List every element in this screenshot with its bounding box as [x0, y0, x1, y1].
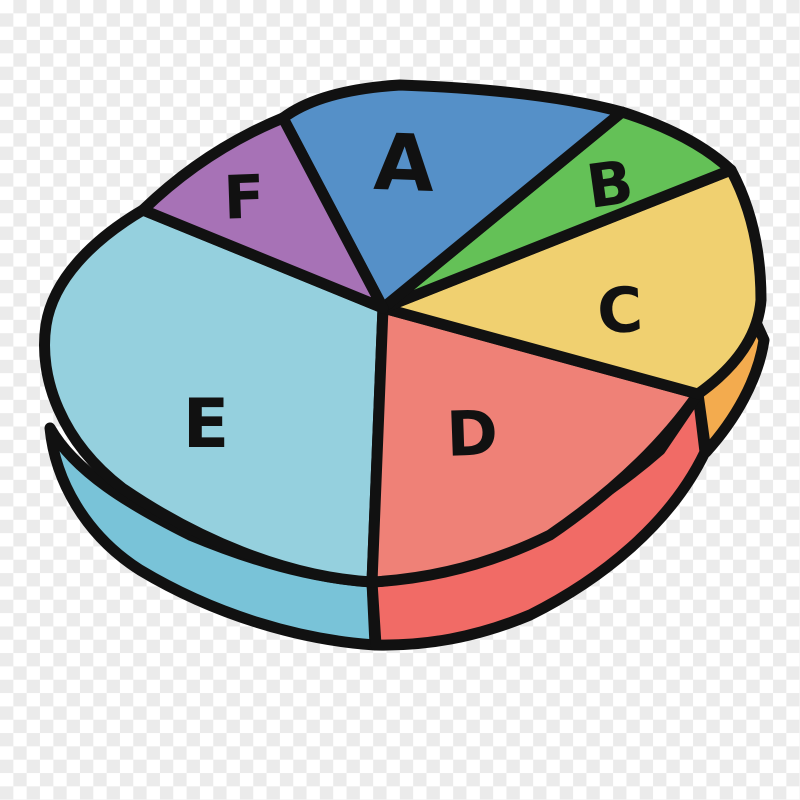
segment-a-label: A	[372, 118, 435, 210]
segment-d-label: D	[445, 396, 499, 471]
segment-b-label: B	[582, 147, 637, 223]
segment-c-wedge	[377, 164, 767, 400]
segment-a-wedge	[277, 79, 628, 314]
segment-f-wedge	[137, 112, 389, 314]
segment-f-label: F	[222, 162, 265, 233]
segment-c-label: C	[595, 273, 644, 348]
segment-b-wedge	[377, 106, 737, 314]
segment-e-label: E	[183, 385, 229, 464]
segment-e-wedge	[39, 204, 389, 588]
segment-labels: A B C D E F	[183, 118, 645, 471]
pie-top-face	[39, 79, 767, 588]
